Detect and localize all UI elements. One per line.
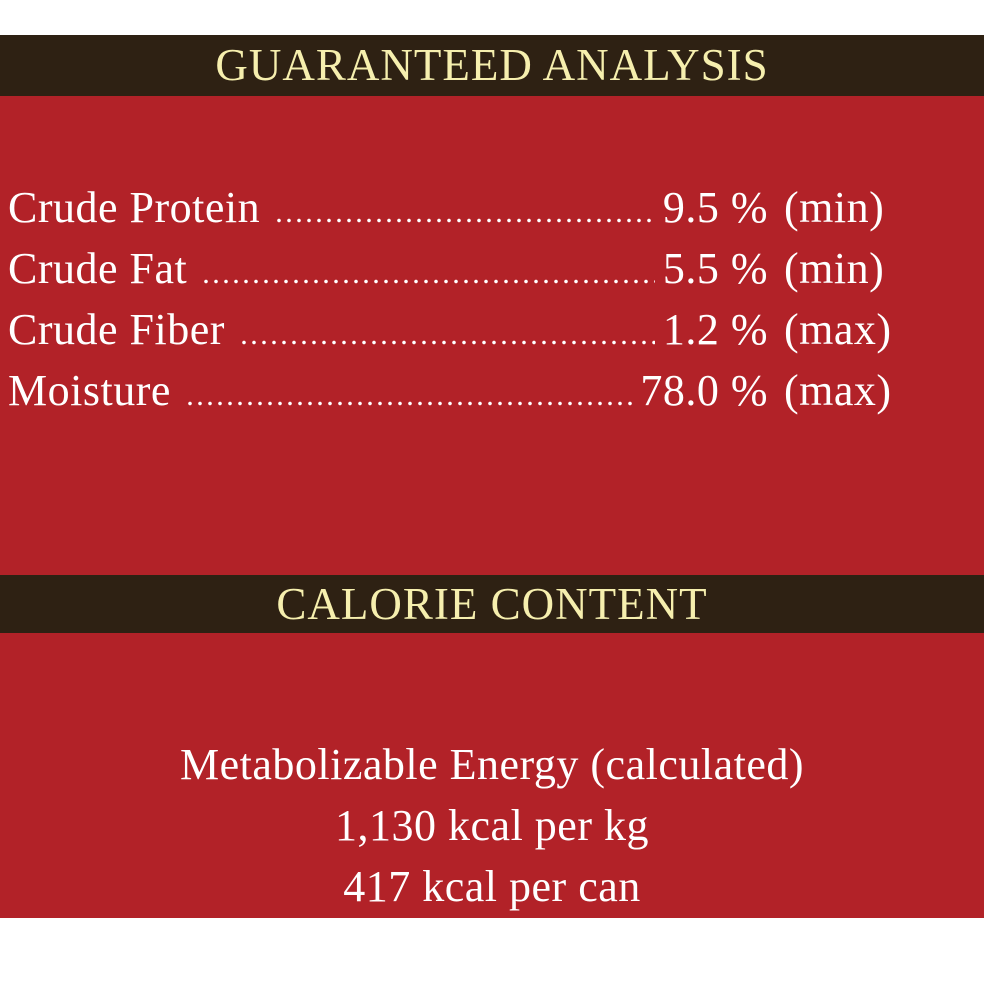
panel — [0, 633, 984, 918]
leader-dots — [239, 340, 655, 345]
section-header: CALORIE CONTENT — [0, 575, 984, 633]
nutrient-value: 78.0 % — [640, 366, 768, 415]
nutrient-qualifier: (min) — [784, 183, 885, 232]
panel — [0, 96, 984, 575]
analysis-row: Crude Protein 9.5 % (min) — [8, 178, 908, 238]
nutrient-qualifier: (max) — [784, 305, 892, 354]
analysis-row: Moisture 78.0 % (max) — [8, 361, 908, 421]
nutrient-qualifier: (max) — [784, 366, 892, 415]
nutrient-label: Crude Fat — [8, 244, 188, 293]
nutrient-value: 5.5 % — [662, 244, 768, 293]
nutrient-label: Crude Fiber — [8, 305, 225, 354]
analysis-row: Crude Fiber 1.2 % (max) — [8, 300, 908, 360]
nutrient-value: 1.2 % — [662, 305, 768, 354]
calorie-line: 1,130 kcal per kg — [335, 801, 649, 850]
calorie-line: 417 kcal per can — [343, 862, 641, 911]
nutrient-qualifier: (min) — [784, 244, 885, 293]
leader-dots — [201, 279, 655, 284]
nutrient-value: 9.5 % — [662, 183, 768, 232]
leader-dots — [274, 218, 655, 223]
leader-dots — [185, 401, 632, 406]
nutrient-label: Crude Protein — [8, 183, 261, 232]
nutrient-label: Moisture — [8, 366, 171, 415]
analysis-row: Crude Fat 5.5 % (min) — [8, 239, 908, 299]
calorie-line: Metabolizable Energy (calculated) — [179, 740, 805, 789]
section-header: GUARANTEED ANALYSIS — [0, 35, 984, 96]
